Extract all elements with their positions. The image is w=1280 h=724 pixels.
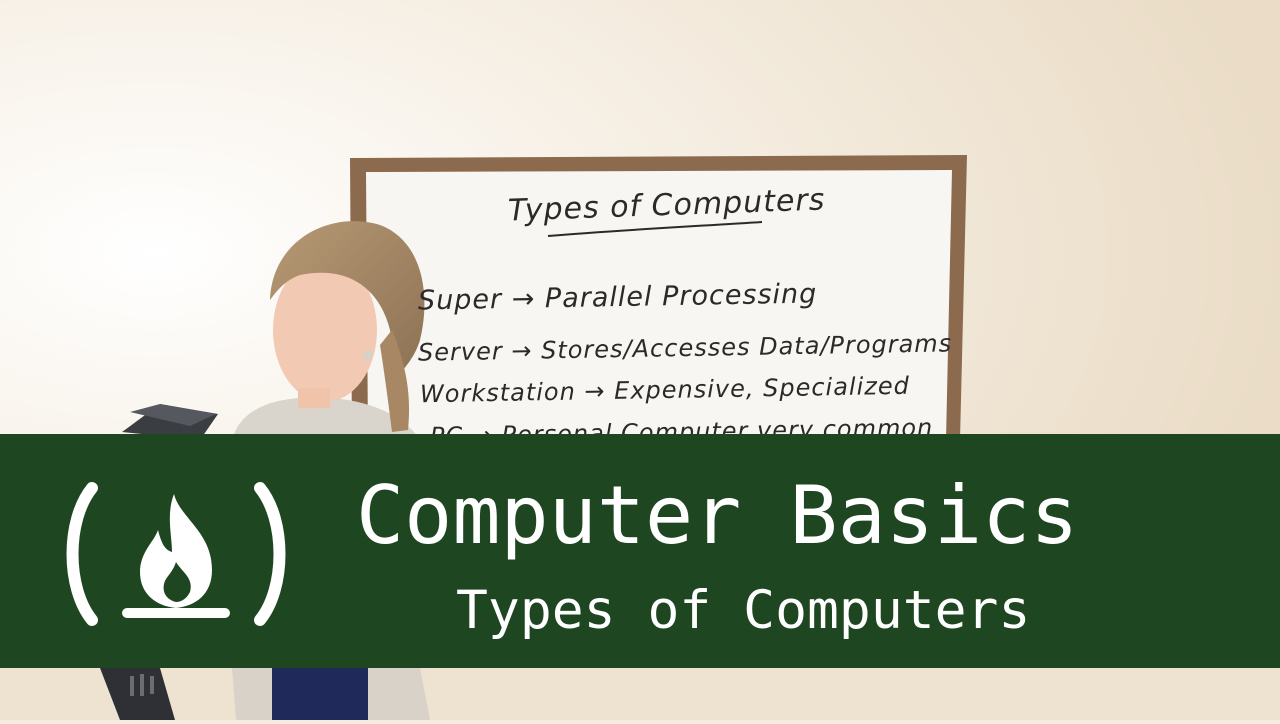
photo-bottom-strip: [0, 668, 1280, 720]
title-banner: Computer Basics Types of Computers: [0, 434, 1280, 668]
laptop: [122, 404, 218, 440]
whiteboard: [350, 155, 967, 440]
video-title: Computer Basics: [356, 469, 1079, 562]
video-subtitle: Types of Computers: [456, 580, 1031, 641]
freecodecamp-flame-icon: [66, 482, 286, 626]
presenter-shirt: [272, 668, 368, 720]
presenter: [232, 221, 425, 440]
laptop-bottom: [100, 668, 175, 720]
